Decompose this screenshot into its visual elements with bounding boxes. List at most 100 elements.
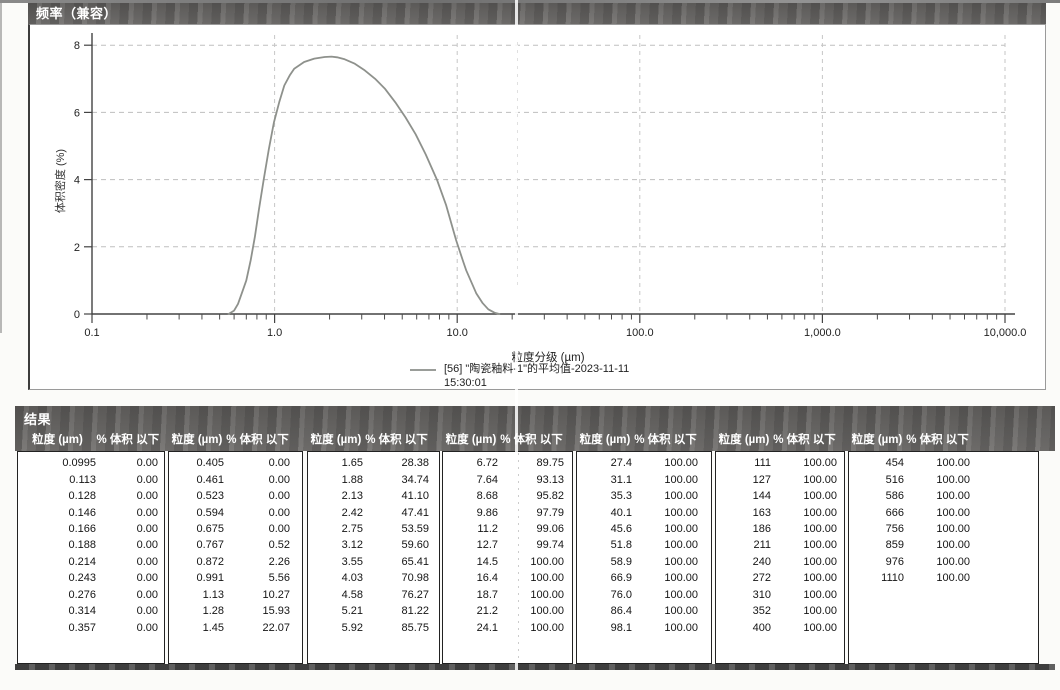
column-header-group: 粒度 (µm)% 体积 以下: [309, 431, 430, 447]
table-row: 0.314 0.00: [18, 603, 164, 619]
size-value: 18.7: [476, 588, 498, 601]
table-row: 976 100.00: [849, 554, 1038, 570]
size-value: 86.4: [610, 605, 632, 618]
table-row: 9.86 97.79: [443, 504, 572, 520]
pct-volume-below-value: 100.00: [530, 555, 564, 568]
pct-volume-below-value: 100.00: [803, 621, 837, 634]
pct-volume-below-value: 100.00: [530, 605, 564, 618]
column-header-group: 粒度 (µm)% 体积 以下: [717, 431, 838, 447]
table-row: 5.92 85.75: [308, 619, 439, 635]
pct-volume-below-value: 0.00: [136, 522, 158, 535]
table-row: 1.88 34.74: [308, 471, 439, 487]
table-row: 3.12 59.60: [308, 537, 439, 553]
pct-volume-below-value: 89.75: [536, 457, 564, 470]
size-value: 756: [885, 522, 904, 535]
table-row: 2.75 53.59: [308, 521, 439, 537]
table-row: 76.0 100.00: [577, 587, 711, 603]
frequency-curve: [227, 55, 501, 315]
table-row: 0.146 0.00: [18, 504, 164, 520]
size-value: 859: [885, 539, 904, 552]
column-header-pct-below: % 体积 以下: [773, 434, 836, 446]
x-tick-label: 10.0: [446, 327, 467, 339]
table-row: 859 100.00: [849, 537, 1038, 553]
pct-volume-below-value: 100.00: [664, 621, 698, 634]
table-row: 756 100.00: [849, 521, 1038, 537]
table-row: 8.68 95.82: [443, 488, 572, 504]
size-value: 0.128: [68, 490, 96, 503]
column-header-pct-below: % 体积 以下: [500, 434, 563, 446]
size-value: 454: [885, 457, 904, 470]
table-row: 0.872 2.26: [169, 554, 302, 570]
results-table-group: 6.72 89.75 7.64 93.13 8.68 95.82 9.86 97.79 11.2…: [442, 451, 573, 664]
table-row: 0.128 0.00: [18, 488, 164, 504]
size-value: 163: [752, 506, 771, 519]
column-header-size: 粒度 (µm): [310, 434, 362, 446]
size-value: 1.13: [202, 588, 224, 601]
size-value: 7.64: [476, 473, 498, 486]
table-row: 0.188 0.00: [18, 537, 164, 553]
pct-volume-below-value: 100.00: [664, 473, 698, 486]
legend-line-swatch: [410, 369, 436, 371]
pct-volume-below-value: 100.00: [530, 588, 564, 601]
table-row: 586 100.00: [849, 488, 1038, 504]
x-tick-label: 1.0: [267, 327, 282, 339]
pct-volume-below-value: 0.00: [268, 506, 290, 519]
table-row: 0.675 0.00: [169, 521, 302, 537]
x-tick-label: 100.0: [626, 327, 654, 339]
column-header-pct-below: % 体积 以下: [96, 434, 160, 446]
pct-volume-below-value: 70.98: [401, 572, 429, 585]
pct-volume-below-value: 0.00: [268, 522, 290, 535]
table-row: 16.4 100.00: [443, 570, 572, 586]
table-row: 2.13 41.10: [308, 488, 439, 504]
pct-volume-below-value: 81.22: [401, 605, 429, 618]
size-value: 2.42: [341, 506, 363, 519]
size-value: 352: [752, 605, 771, 618]
y-tick-label: 8: [74, 40, 80, 52]
results-table-group: 454 100.00 516 100.00 586 100.00 666 100.00 756 1…: [848, 451, 1039, 664]
pct-volume-below-value: 100.00: [803, 605, 837, 618]
pct-volume-below-value: 100.00: [664, 457, 698, 470]
pct-volume-below-value: 100.00: [803, 572, 837, 585]
results-section-header: 结果 粒度 (µm)% 体积 以下 粒度 (µm)% 体积 以下 粒度 (µm)% …: [15, 406, 1055, 451]
scan-fold-artifact: [518, 453, 519, 661]
size-value: 11.2: [477, 522, 498, 535]
size-value: 1.45: [202, 621, 224, 634]
size-value: 0.146: [68, 506, 96, 519]
column-header-group: 粒度 (µm)% 体积 以下: [19, 431, 159, 447]
size-value: 12.7: [476, 539, 498, 552]
size-value: 666: [885, 506, 904, 519]
pct-volume-below-value: 100.00: [664, 572, 698, 585]
pct-volume-below-value: 0.00: [136, 621, 158, 634]
pct-volume-below-value: 100.00: [936, 473, 970, 486]
frequency-distribution-chart: 0 2 4 6 8 0.1 1.0 10.0 100.0 1,000.0 10,000.0: [74, 33, 1026, 339]
column-header-size: 粒度 (µm): [718, 434, 770, 446]
table-row: 24.1 100.00: [443, 619, 572, 635]
size-value: 272: [752, 572, 771, 585]
column-header-size: 粒度 (µm): [171, 434, 223, 446]
pct-volume-below-value: 100.00: [936, 457, 970, 470]
table-row: 58.9 100.00: [577, 554, 711, 570]
table-row: 21.2 100.00: [443, 603, 572, 619]
table-row: 400 100.00: [716, 619, 844, 635]
pct-volume-below-value: 85.75: [401, 621, 429, 634]
size-value: 586: [885, 490, 904, 503]
table-row: 12.7 99.74: [443, 537, 572, 553]
pct-volume-below-value: 10.27: [262, 588, 290, 601]
table-bottom-border: [15, 664, 1055, 670]
size-value: 127: [752, 473, 771, 486]
table-row: 0.166 0.00: [18, 521, 164, 537]
size-value: 0.166: [68, 522, 96, 535]
size-value: 98.1: [610, 621, 632, 634]
table-row: 18.7 100.00: [443, 587, 572, 603]
size-value: 2.13: [341, 490, 363, 503]
size-value: 0.461: [196, 473, 224, 486]
table-row: 40.1 100.00: [577, 504, 711, 520]
pct-volume-below-value: 99.74: [536, 539, 564, 552]
table-row: 27.4 100.00: [577, 455, 711, 471]
column-header-pct-below: % 体积 以下: [634, 434, 697, 446]
table-row: 4.58 76.27: [308, 587, 439, 603]
pct-volume-below-value: 0.00: [268, 473, 290, 486]
pct-volume-below-value: 100.00: [936, 539, 970, 552]
table-row: 51.8 100.00: [577, 537, 711, 553]
pct-volume-below-value: 100.00: [803, 522, 837, 535]
